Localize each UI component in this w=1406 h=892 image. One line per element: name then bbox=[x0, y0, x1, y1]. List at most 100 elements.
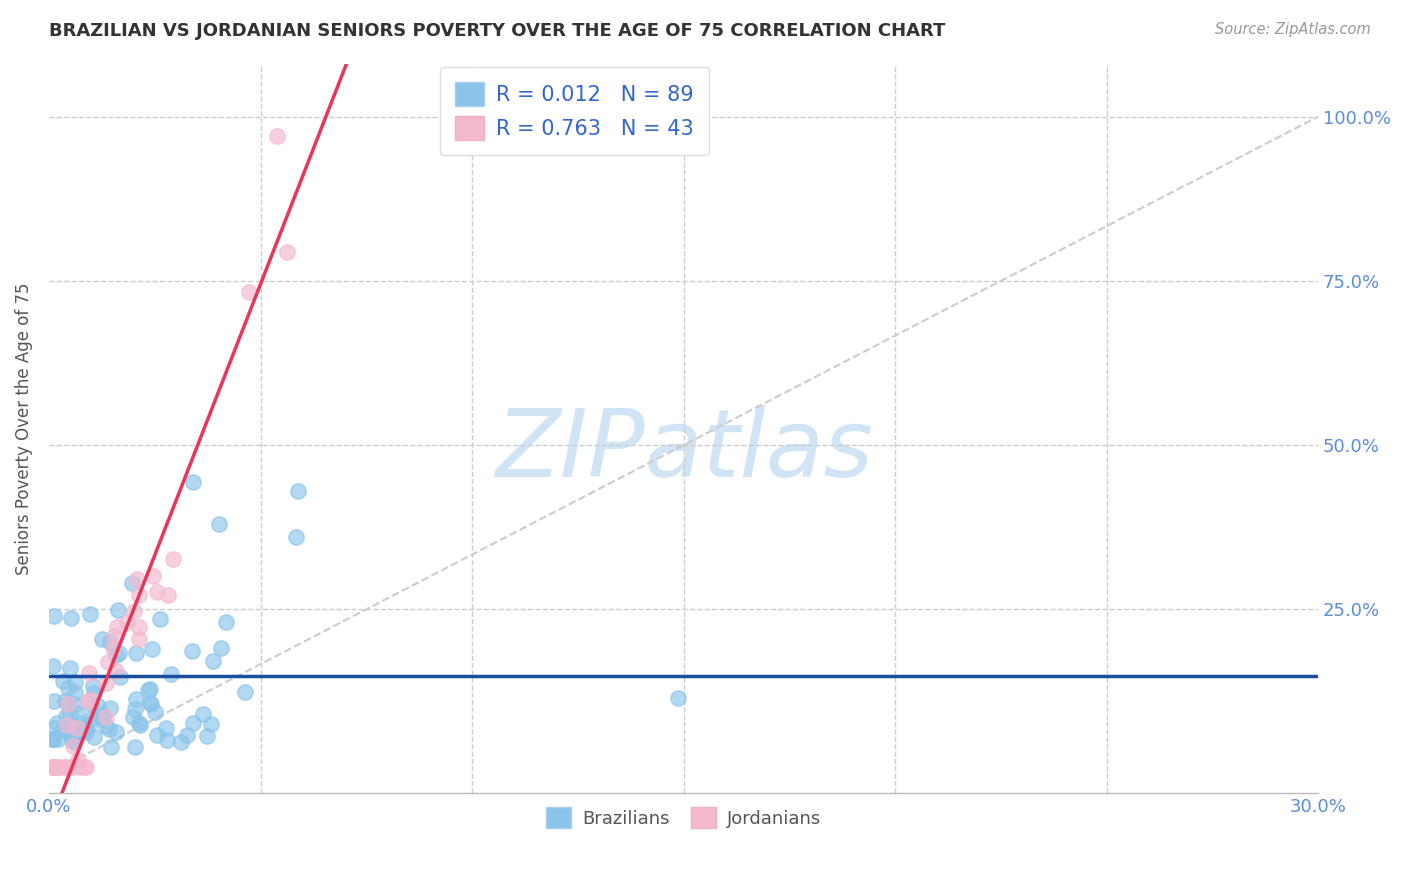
Jordanians bbox=[97, 655, 120, 669]
Brazilians bbox=[65, 675, 87, 690]
Text: Source: ZipAtlas.com: Source: ZipAtlas.com bbox=[1215, 22, 1371, 37]
Jordanians bbox=[94, 709, 117, 723]
Brazilians bbox=[75, 724, 97, 739]
Brazilians bbox=[129, 717, 152, 731]
Brazilians bbox=[98, 701, 121, 715]
Brazilians bbox=[139, 681, 162, 696]
Brazilians bbox=[98, 634, 121, 648]
Jordanians bbox=[55, 717, 77, 731]
Jordanians bbox=[162, 551, 184, 566]
Brazilians bbox=[82, 679, 104, 693]
Brazilians bbox=[121, 575, 143, 590]
Brazilians bbox=[55, 709, 77, 723]
Brazilians bbox=[94, 718, 117, 732]
Jordanians bbox=[62, 739, 84, 754]
Brazilians bbox=[66, 706, 89, 720]
Brazilians bbox=[208, 516, 231, 531]
Brazilians bbox=[124, 702, 146, 716]
Brazilians bbox=[125, 692, 148, 706]
Brazilians bbox=[156, 733, 179, 747]
Brazilians bbox=[45, 716, 67, 731]
Jordanians bbox=[103, 629, 125, 643]
Brazilians bbox=[53, 694, 76, 708]
Jordanians bbox=[73, 760, 96, 774]
Jordanians bbox=[56, 697, 79, 711]
Brazilians bbox=[63, 731, 86, 746]
Brazilians bbox=[233, 684, 256, 698]
Brazilians bbox=[79, 607, 101, 622]
Brazilians bbox=[60, 611, 83, 625]
Jordanians bbox=[142, 568, 165, 582]
Brazilians bbox=[155, 721, 177, 735]
Brazilians bbox=[90, 708, 112, 723]
Jordanians bbox=[55, 760, 77, 774]
Brazilians bbox=[58, 697, 80, 711]
Jordanians bbox=[42, 760, 65, 774]
Brazilians bbox=[108, 670, 131, 684]
Jordanians bbox=[51, 760, 73, 774]
Brazilians bbox=[91, 712, 114, 726]
Jordanians bbox=[276, 244, 298, 259]
Brazilians bbox=[42, 722, 65, 736]
Brazilians bbox=[100, 739, 122, 754]
Brazilians bbox=[97, 722, 120, 736]
Brazilians bbox=[56, 681, 79, 696]
Jordanians bbox=[77, 694, 100, 708]
Y-axis label: Seniors Poverty Over the Age of 75: Seniors Poverty Over the Age of 75 bbox=[15, 283, 32, 575]
Text: ZIPatlas: ZIPatlas bbox=[495, 405, 873, 496]
Brazilians bbox=[58, 724, 80, 739]
Jordanians bbox=[127, 573, 149, 587]
Jordanians bbox=[238, 285, 260, 299]
Brazilians bbox=[42, 694, 65, 708]
Brazilians bbox=[209, 641, 232, 656]
Brazilians bbox=[91, 632, 114, 647]
Brazilians bbox=[181, 475, 204, 490]
Brazilians bbox=[83, 686, 105, 700]
Brazilians bbox=[87, 698, 110, 713]
Brazilians bbox=[176, 728, 198, 742]
Brazilians bbox=[124, 739, 146, 754]
Brazilians bbox=[79, 697, 101, 711]
Brazilians bbox=[146, 728, 169, 742]
Brazilians bbox=[66, 727, 89, 741]
Brazilians bbox=[59, 707, 82, 722]
Brazilians bbox=[128, 716, 150, 731]
Brazilians bbox=[141, 642, 163, 657]
Jordanians bbox=[103, 641, 125, 656]
Brazilians bbox=[70, 715, 93, 730]
Brazilians bbox=[79, 716, 101, 731]
Brazilians bbox=[55, 723, 77, 737]
Jordanians bbox=[42, 760, 65, 774]
Jordanians bbox=[75, 760, 97, 774]
Jordanians bbox=[42, 760, 65, 774]
Jordanians bbox=[42, 760, 65, 774]
Brazilians bbox=[60, 733, 83, 747]
Jordanians bbox=[44, 760, 66, 774]
Jordanians bbox=[122, 604, 145, 618]
Jordanians bbox=[128, 588, 150, 602]
Brazilians bbox=[195, 730, 218, 744]
Jordanians bbox=[66, 753, 89, 767]
Jordanians bbox=[66, 721, 89, 735]
Jordanians bbox=[117, 615, 139, 630]
Brazilians bbox=[181, 716, 204, 731]
Brazilians bbox=[59, 661, 82, 675]
Brazilians bbox=[122, 710, 145, 724]
Jordanians bbox=[79, 692, 101, 706]
Brazilians bbox=[42, 731, 65, 746]
Brazilians bbox=[63, 697, 86, 711]
Brazilians bbox=[42, 658, 65, 673]
Jordanians bbox=[94, 676, 117, 690]
Brazilians bbox=[191, 706, 214, 721]
Jordanians bbox=[77, 665, 100, 680]
Jordanians bbox=[105, 664, 128, 678]
Legend: Brazilians, Jordanians: Brazilians, Jordanians bbox=[538, 800, 828, 836]
Brazilians bbox=[75, 720, 97, 734]
Jordanians bbox=[46, 760, 69, 774]
Brazilians bbox=[201, 654, 224, 668]
Brazilians bbox=[139, 697, 162, 711]
Brazilians bbox=[181, 644, 204, 658]
Brazilians bbox=[75, 723, 97, 738]
Brazilians bbox=[52, 722, 75, 736]
Brazilians bbox=[60, 731, 83, 745]
